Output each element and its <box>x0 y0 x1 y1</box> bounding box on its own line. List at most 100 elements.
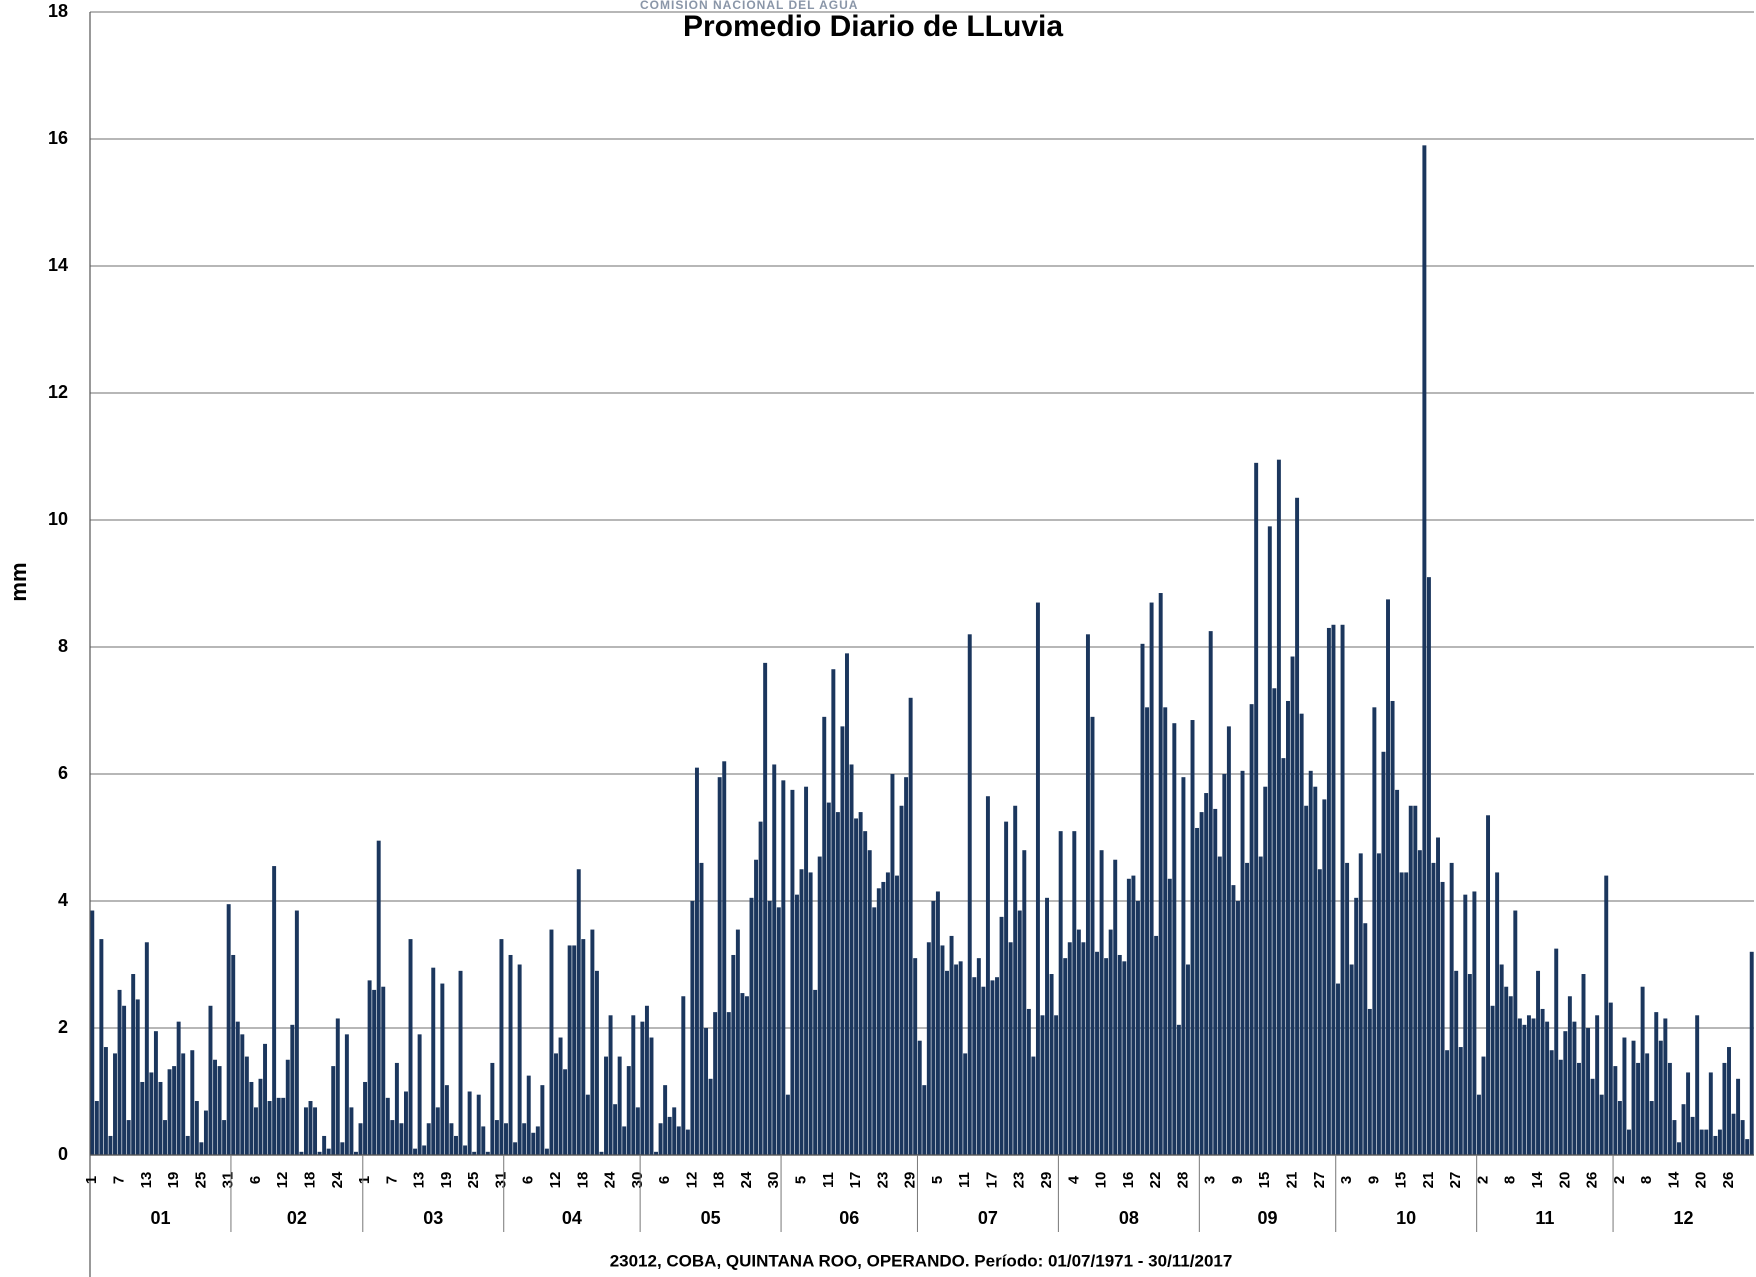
bar <box>1481 1056 1486 1155</box>
x-tick-label: 15 <box>1256 1172 1273 1189</box>
bar <box>404 1091 408 1155</box>
bar <box>1731 1113 1736 1155</box>
bar <box>299 1151 304 1155</box>
bar <box>713 1012 718 1155</box>
bar <box>540 1085 545 1155</box>
bar <box>585 1094 590 1155</box>
bar <box>1126 878 1131 1155</box>
y-tick-label: 16 <box>48 128 68 148</box>
bar <box>649 1037 654 1155</box>
x-tick-label: 18 <box>574 1172 591 1189</box>
bar <box>1404 872 1409 1155</box>
bar <box>235 1021 240 1155</box>
y-tick-label: 8 <box>58 636 68 656</box>
month-label: 09 <box>1258 1208 1278 1228</box>
bar <box>1076 929 1081 1155</box>
x-tick-label: 30 <box>629 1172 646 1189</box>
bar <box>1095 951 1100 1155</box>
bar <box>449 1123 454 1155</box>
bar <box>117 989 122 1155</box>
bar <box>526 1075 531 1155</box>
bar <box>1063 958 1068 1155</box>
bar <box>963 1053 968 1155</box>
bar <box>558 1037 563 1155</box>
bar <box>1727 1047 1731 1155</box>
x-tick-label: 30 <box>765 1172 782 1189</box>
bar <box>1722 1062 1727 1155</box>
bar <box>1199 812 1204 1155</box>
bar <box>1608 1002 1613 1155</box>
bar <box>213 1059 218 1155</box>
bar <box>931 901 936 1155</box>
bar <box>945 970 949 1155</box>
bar <box>231 954 236 1155</box>
bar <box>185 1135 190 1155</box>
bar <box>617 1056 622 1155</box>
bar <box>1545 1021 1550 1155</box>
bar <box>535 1126 540 1155</box>
bar <box>481 1126 486 1155</box>
bar <box>872 907 877 1155</box>
bar <box>1217 856 1222 1155</box>
bar <box>376 840 381 1155</box>
bar <box>676 1126 681 1155</box>
bar <box>1045 897 1050 1155</box>
bar <box>294 910 299 1155</box>
bar <box>1549 1050 1554 1155</box>
x-tick-label: 29 <box>902 1172 919 1189</box>
x-tick-label: 31 <box>220 1172 237 1189</box>
bar <box>467 1091 472 1155</box>
bar <box>1458 1047 1463 1155</box>
bar <box>890 774 895 1155</box>
bar <box>1317 869 1322 1155</box>
bar <box>276 1097 281 1155</box>
x-tick-label: 27 <box>1447 1172 1464 1189</box>
x-tick-label: 23 <box>874 1172 891 1189</box>
bar <box>1681 1104 1686 1155</box>
bar <box>1131 875 1136 1155</box>
bar <box>190 1050 195 1155</box>
bar <box>1513 910 1518 1155</box>
bar <box>1590 1078 1595 1155</box>
bar <box>263 1043 268 1155</box>
bar <box>522 1123 527 1155</box>
bar <box>199 1142 204 1155</box>
bar <box>281 1097 286 1155</box>
bar <box>845 653 849 1155</box>
bar <box>1195 827 1200 1155</box>
bar <box>1226 726 1231 1155</box>
month-label: 06 <box>839 1208 859 1228</box>
bar <box>381 986 386 1155</box>
x-tick-label: 4 <box>1065 1175 1082 1184</box>
bar <box>1567 996 1572 1155</box>
bar <box>1272 688 1277 1155</box>
bar <box>1108 929 1113 1155</box>
bar <box>1172 723 1177 1155</box>
x-tick-label: 27 <box>1311 1172 1328 1189</box>
x-tick-label: 26 <box>1720 1172 1737 1189</box>
bar <box>126 1120 131 1155</box>
bar <box>313 1107 318 1155</box>
bar <box>463 1145 468 1155</box>
bar <box>690 901 695 1155</box>
bar <box>181 1053 186 1155</box>
bar <box>895 875 899 1155</box>
bar <box>954 964 959 1155</box>
bar <box>258 1078 263 1155</box>
bar <box>985 796 990 1155</box>
bar <box>1222 774 1227 1155</box>
bar <box>1440 881 1445 1155</box>
bar <box>758 821 763 1155</box>
bar <box>835 812 840 1155</box>
x-tick-label: 1 <box>356 1176 373 1184</box>
bar <box>967 634 972 1155</box>
bar <box>1058 831 1063 1155</box>
x-tick-label: 13 <box>138 1172 155 1189</box>
bar <box>740 993 745 1155</box>
y-tick-label: 0 <box>58 1144 68 1164</box>
bar <box>1572 1021 1577 1155</box>
x-tick-label: 29 <box>1038 1172 1055 1189</box>
bar <box>1599 1094 1604 1155</box>
bar <box>1258 856 1263 1155</box>
x-tick-label: 6 <box>247 1176 264 1184</box>
